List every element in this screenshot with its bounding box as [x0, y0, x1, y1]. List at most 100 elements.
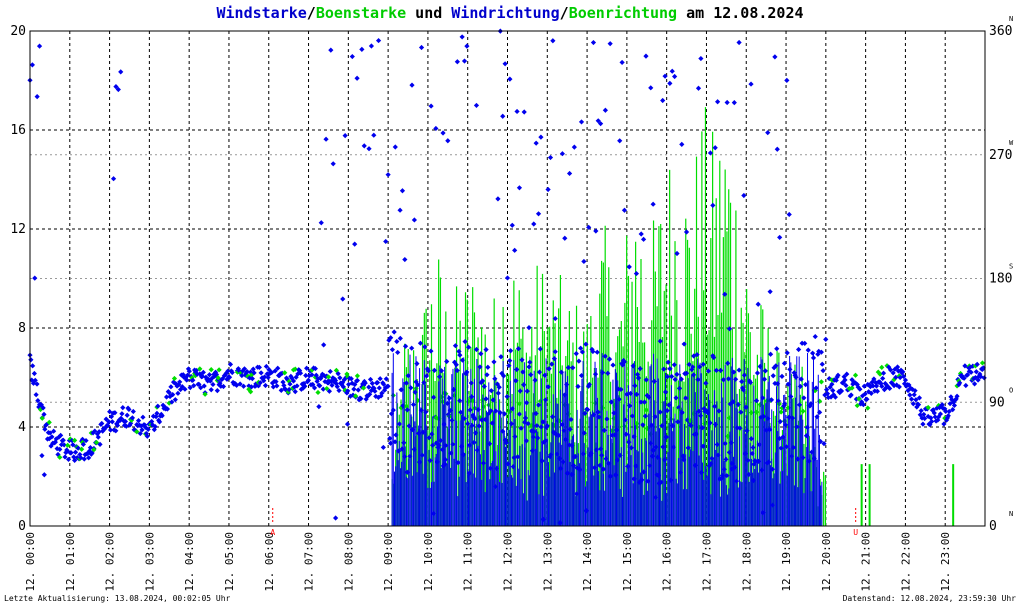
wind-point — [210, 381, 216, 388]
wind-point — [327, 368, 333, 375]
direction-point — [533, 140, 539, 146]
wind-point — [808, 401, 814, 407]
direction-point — [29, 62, 35, 68]
direction-point — [571, 144, 577, 150]
gust-point — [753, 409, 760, 415]
wind-point — [233, 382, 240, 388]
wind-point — [913, 397, 919, 403]
wind-point — [388, 335, 394, 341]
wind-point — [601, 427, 607, 433]
wind-point — [532, 377, 538, 383]
wind-point — [145, 426, 151, 433]
right-tick-label: 0 — [989, 519, 997, 534]
wind-point — [160, 402, 166, 408]
wind-point — [393, 432, 399, 438]
wind-point — [478, 351, 484, 357]
direction-point — [619, 59, 625, 66]
plot-frame — [29, 30, 986, 527]
wind-point — [184, 377, 190, 383]
wind-point — [915, 401, 922, 408]
wind-point — [214, 388, 220, 394]
wind-point — [523, 438, 529, 444]
direction-point — [731, 100, 737, 106]
wind-point — [615, 386, 621, 392]
wind-point — [928, 415, 934, 421]
wind-point — [768, 351, 774, 357]
wind-point — [199, 373, 206, 379]
wind-point — [182, 386, 188, 392]
wind-point — [895, 368, 902, 374]
wind-point — [832, 394, 838, 400]
wind-point — [107, 409, 113, 415]
direction-point — [710, 202, 716, 208]
wind-point — [367, 391, 373, 397]
wind-point — [686, 361, 692, 368]
wind-point — [109, 419, 115, 425]
wind-point — [107, 427, 114, 433]
left-tick-label: 16 — [10, 123, 26, 138]
direction-point — [674, 250, 680, 257]
wind-point — [736, 367, 742, 373]
wind-point — [897, 374, 903, 381]
wind-point — [283, 387, 289, 393]
wind-point — [920, 421, 926, 427]
gust-point — [245, 373, 251, 379]
wind-point — [355, 387, 361, 393]
wind-point — [306, 373, 312, 379]
wind-point — [86, 455, 92, 461]
gust-point — [134, 429, 140, 435]
direction-point — [669, 68, 675, 74]
direction-point — [333, 515, 339, 521]
wind-point — [974, 361, 980, 367]
direction-point — [385, 172, 391, 178]
wind-point — [747, 379, 754, 386]
direction-point — [514, 108, 520, 115]
wind-point — [572, 453, 578, 460]
direction-point — [741, 192, 747, 199]
x-tick-label: 12. 13:00 — [541, 532, 554, 592]
wind-point — [720, 377, 726, 383]
wind-point — [962, 363, 968, 369]
wind-point — [394, 338, 400, 345]
gust-point — [979, 360, 986, 366]
wind-point — [81, 456, 87, 462]
wind-point — [266, 366, 272, 373]
wind-point — [506, 362, 512, 369]
direction-point — [371, 132, 377, 138]
gust-point — [79, 446, 85, 452]
direction-point — [598, 121, 604, 127]
wind-point — [813, 385, 819, 391]
gust-point — [324, 385, 330, 392]
gust-point — [403, 403, 410, 409]
wind-point — [730, 399, 736, 405]
wind-point — [402, 453, 408, 460]
direction-point — [512, 247, 518, 253]
wind-point — [484, 372, 490, 378]
gust-point — [611, 415, 617, 421]
direction-point — [521, 109, 527, 115]
wind-point — [911, 392, 917, 398]
wind-point — [889, 380, 895, 386]
wind-point — [263, 363, 269, 370]
gust-point — [516, 401, 522, 407]
wind-point — [624, 391, 630, 397]
wind-point — [932, 414, 938, 420]
wind-point — [112, 410, 118, 416]
wind-point — [812, 333, 818, 340]
wind-point — [388, 411, 395, 417]
wind-point — [326, 388, 332, 394]
wind-point — [430, 394, 437, 400]
wind-point — [515, 454, 521, 460]
direction-point — [581, 258, 587, 265]
wind-point — [779, 373, 785, 379]
direction-point — [679, 141, 685, 147]
direction-label: W — [1009, 139, 1014, 147]
wind-point — [376, 385, 382, 391]
wind-point — [934, 405, 940, 411]
wind-point — [585, 407, 591, 413]
wind-point — [373, 393, 379, 400]
wind-point — [226, 374, 233, 380]
direction-point — [361, 143, 367, 149]
wind-point — [881, 387, 888, 393]
direction-point — [633, 270, 640, 277]
